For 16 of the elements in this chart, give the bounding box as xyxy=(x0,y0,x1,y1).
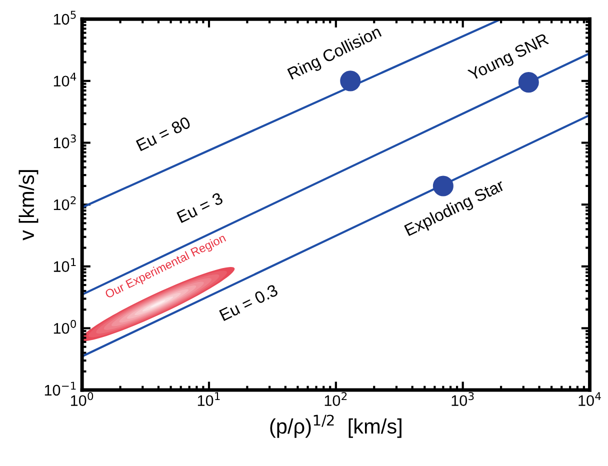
y-tick-label: 10$^{5}$ xyxy=(54,10,76,25)
annotation: Eu = 0.3 xyxy=(219,284,279,322)
x-tick-label: 10$^{1}$ xyxy=(198,392,220,406)
x-tick-label: 10$^{4}$ xyxy=(578,392,601,406)
y-tick-label: 10$^{4}$ xyxy=(54,72,76,87)
y-tick-label: 10$^{3}$ xyxy=(54,134,76,148)
y-tick-label: 10$^{0}$ xyxy=(54,320,76,334)
y-axis-title: v [km/s] xyxy=(18,170,38,240)
y-tick-label: 10$^{2}$ xyxy=(54,196,76,210)
x-tick-label: 10$^{2}$ xyxy=(324,392,347,406)
annotation: Eu = 3 xyxy=(176,192,224,224)
annotation: Young SNR xyxy=(467,32,551,84)
y-tick-label: 10$^{1}$ xyxy=(54,258,76,272)
annotation: Eu = 80 xyxy=(136,116,192,152)
x-tick-label: 10$^{3}$ xyxy=(452,392,474,406)
x-axis-title: (p/ρ)$^{1/2}$ [km/s] xyxy=(270,414,402,438)
